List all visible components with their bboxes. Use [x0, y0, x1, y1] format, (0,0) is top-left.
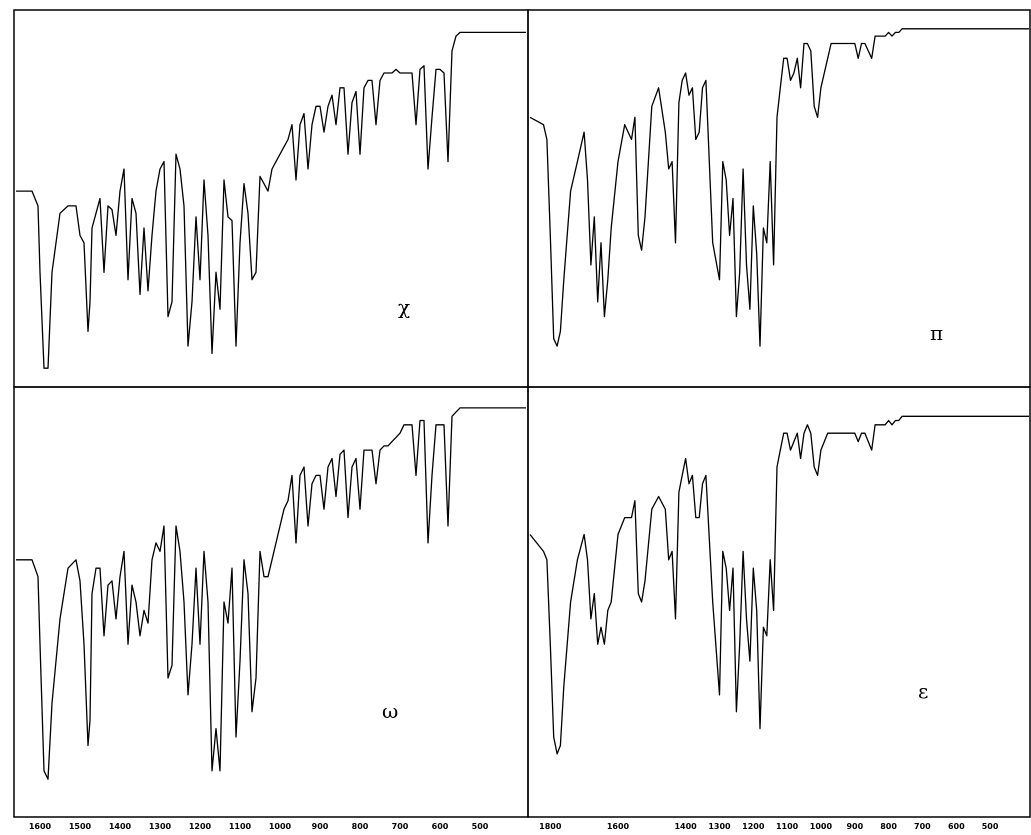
x-tick-label: 1300 — [149, 822, 172, 831]
x-tick-label: 1100 — [229, 822, 252, 831]
x-tick-label: 600 — [948, 822, 965, 831]
x-axis-ticks-right: 1800 1600 1400 1300 1200 1100 1000 900 800 700 600… — [539, 822, 999, 831]
x-tick-label: 500 — [982, 822, 999, 831]
x-tick-label: 900 — [846, 822, 863, 831]
x-tick-label: 1200 — [742, 822, 765, 831]
x-tick-label: 500 — [472, 822, 489, 831]
x-tick-label: 1600 — [607, 822, 630, 831]
spectrum-line-pi — [529, 28, 1029, 347]
panel-label-chi: χ — [398, 295, 410, 319]
panel-frame-bottom-right — [527, 386, 1031, 818]
x-tick-label: 1400 — [674, 822, 697, 831]
x-tick-label: 1500 — [69, 822, 92, 831]
x-tick-label: 1400 — [109, 822, 132, 831]
x-tick-label: 800 — [880, 822, 897, 831]
spectrum-line-epsilon — [529, 415, 1029, 755]
x-tick-label: 1300 — [708, 822, 731, 831]
panel-frame-top-right — [527, 9, 1031, 388]
x-axis-ticks-left: 1600 1500 1400 1300 1200 1100 1000 900 800 700 600… — [29, 822, 489, 831]
x-tick-label: 1000 — [269, 822, 292, 831]
x-tick-label: 1000 — [810, 822, 833, 831]
panel-label-omega: ω — [382, 699, 398, 723]
x-tick-label: 1600 — [29, 822, 52, 831]
panel-label-epsilon: ε — [918, 679, 928, 703]
spectrum-line-omega — [16, 407, 526, 780]
x-tick-label: 1200 — [189, 822, 212, 831]
x-tick-label: 900 — [312, 822, 329, 831]
x-tick-label: 1800 — [539, 822, 562, 831]
spectrum-line-chi — [16, 31, 526, 369]
x-tick-label: 700 — [392, 822, 409, 831]
x-tick-label: 600 — [432, 822, 449, 831]
x-tick-label: 1100 — [776, 822, 799, 831]
x-tick-label: 800 — [352, 822, 369, 831]
x-tick-label: 700 — [914, 822, 931, 831]
panel-label-pi: π — [930, 321, 943, 345]
